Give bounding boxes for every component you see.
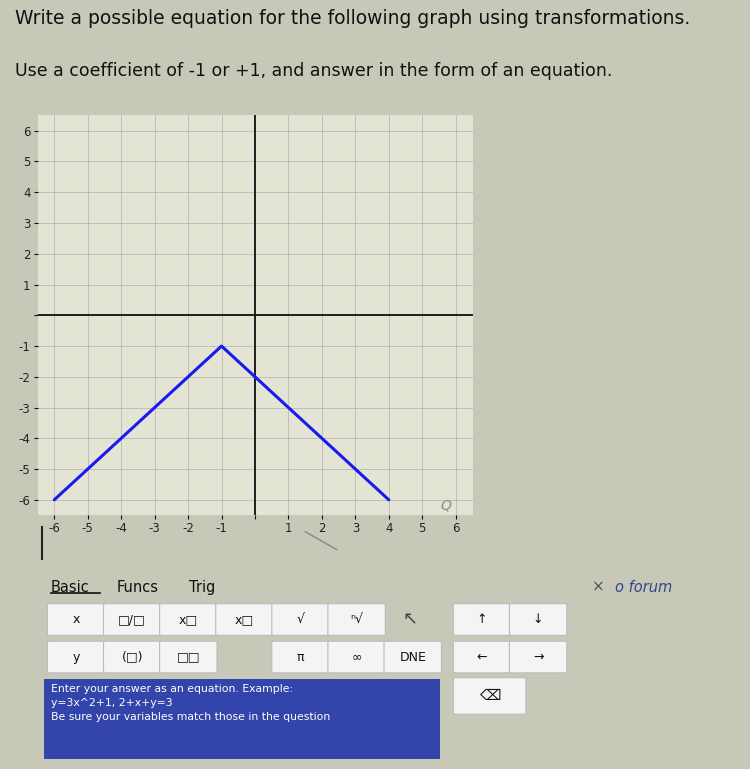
Text: Basic: Basic	[51, 580, 89, 594]
Text: (□): (□)	[122, 651, 143, 664]
FancyBboxPatch shape	[509, 641, 567, 673]
Text: ×: ×	[592, 580, 604, 594]
FancyBboxPatch shape	[272, 604, 329, 635]
FancyBboxPatch shape	[453, 641, 511, 673]
Text: ↑: ↑	[477, 613, 488, 626]
Text: Enter your answer as an equation. Example:
y=3x^2+1, 2+x+y=3
Be sure your variab: Enter your answer as an equation. Exampl…	[51, 684, 330, 722]
FancyBboxPatch shape	[47, 604, 105, 635]
FancyBboxPatch shape	[104, 641, 161, 673]
Text: →: →	[532, 651, 543, 664]
FancyBboxPatch shape	[44, 678, 440, 760]
Text: x□: x□	[235, 613, 254, 626]
FancyBboxPatch shape	[104, 604, 161, 635]
Text: Trig: Trig	[189, 580, 216, 594]
Text: √: √	[296, 613, 304, 626]
Text: Write a possible equation for the following graph using transformations.: Write a possible equation for the follow…	[15, 9, 690, 28]
FancyBboxPatch shape	[384, 641, 442, 673]
FancyBboxPatch shape	[328, 641, 386, 673]
Text: ∞: ∞	[352, 651, 362, 664]
Text: ⁿ√: ⁿ√	[350, 613, 363, 626]
Text: Use a coefficient of -1 or +1, and answer in the form of an equation.: Use a coefficient of -1 or +1, and answe…	[15, 62, 612, 80]
Text: y: y	[73, 651, 80, 664]
FancyBboxPatch shape	[509, 604, 567, 635]
FancyBboxPatch shape	[216, 604, 273, 635]
Text: ⌫: ⌫	[478, 688, 500, 704]
Text: ←: ←	[477, 651, 488, 664]
FancyBboxPatch shape	[453, 677, 526, 714]
Text: o forum: o forum	[615, 580, 672, 594]
Text: □□: □□	[176, 651, 200, 664]
Text: Funcs: Funcs	[117, 580, 159, 594]
Text: Q: Q	[440, 498, 452, 512]
Text: □/□: □/□	[118, 613, 146, 626]
FancyBboxPatch shape	[47, 641, 105, 673]
Text: x□: x□	[178, 613, 198, 626]
Text: π: π	[297, 651, 304, 664]
Text: ↓: ↓	[532, 613, 543, 626]
FancyBboxPatch shape	[160, 641, 217, 673]
Text: ↖: ↖	[403, 611, 418, 628]
FancyBboxPatch shape	[328, 604, 386, 635]
Text: x: x	[73, 613, 80, 626]
FancyBboxPatch shape	[160, 604, 217, 635]
FancyBboxPatch shape	[272, 641, 329, 673]
FancyBboxPatch shape	[453, 604, 511, 635]
Text: DNE: DNE	[399, 651, 426, 664]
